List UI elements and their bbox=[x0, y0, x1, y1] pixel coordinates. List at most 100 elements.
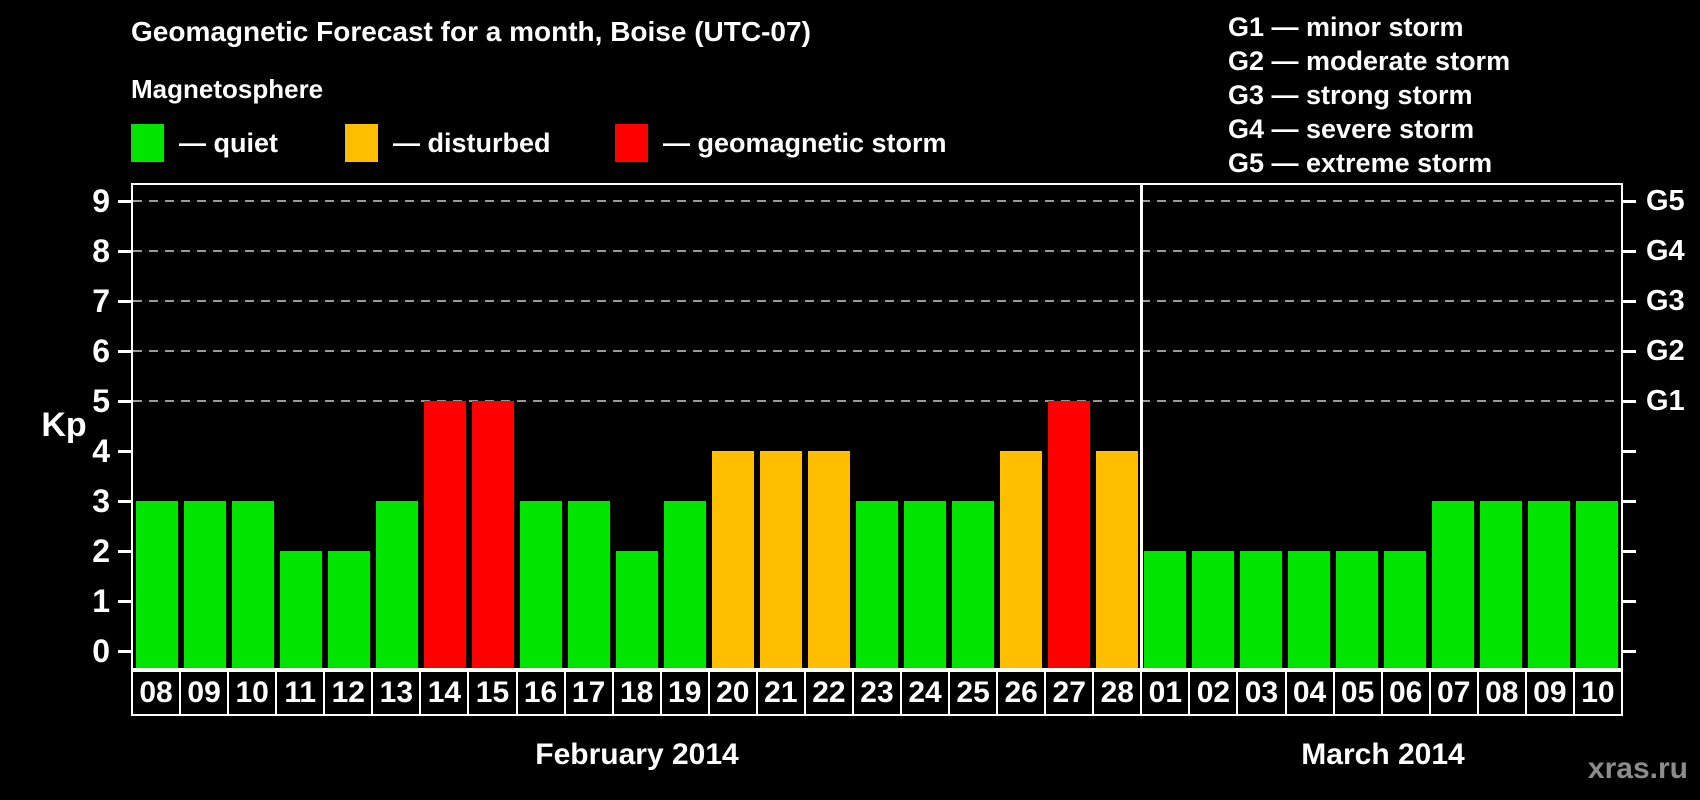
gridline bbox=[133, 200, 1621, 202]
y-axis-tick bbox=[118, 400, 131, 403]
legend-item-label: — quiet bbox=[179, 127, 278, 158]
y-axis-tick bbox=[118, 250, 131, 253]
x-axis-day-label: 09 bbox=[179, 670, 230, 716]
kp-bar bbox=[136, 501, 178, 668]
x-axis-day-label: 28 bbox=[1092, 670, 1143, 716]
x-axis-day-label: 18 bbox=[611, 670, 662, 716]
kp-bar bbox=[1480, 501, 1522, 668]
y-axis-title: Kp bbox=[41, 406, 87, 444]
right-axis-tick bbox=[1623, 600, 1636, 603]
kp-bar bbox=[904, 501, 946, 668]
x-axis-day-label: 01 bbox=[1140, 670, 1191, 716]
right-axis-tick bbox=[1623, 550, 1636, 553]
y-axis-tick-label: 4 bbox=[92, 433, 110, 469]
kp-bar bbox=[616, 551, 658, 668]
x-axis-day-label: 03 bbox=[1236, 670, 1287, 716]
kp-bar bbox=[1432, 501, 1474, 668]
x-axis-day-label: 10 bbox=[227, 670, 278, 716]
legend-heading: Magnetosphere bbox=[131, 74, 324, 104]
g-axis-label: G4 bbox=[1646, 235, 1685, 267]
y-axis-tick bbox=[118, 350, 131, 353]
y-axis-tick-label: 3 bbox=[92, 483, 110, 519]
month-divider bbox=[1139, 185, 1143, 668]
g-axis-label: G3 bbox=[1646, 285, 1685, 317]
y-axis-tick bbox=[118, 550, 131, 553]
x-axis-day-label: 10 bbox=[1572, 670, 1623, 716]
x-axis-day-label: 19 bbox=[659, 670, 710, 716]
y-axis-tick bbox=[118, 650, 131, 653]
gridline bbox=[133, 250, 1621, 252]
legend-item-quiet: — quiet bbox=[131, 124, 278, 162]
y-axis-tick-label: 9 bbox=[92, 183, 110, 219]
right-axis-tick bbox=[1623, 650, 1636, 653]
gridline bbox=[133, 400, 1621, 402]
x-axis-day-label: 27 bbox=[1044, 670, 1095, 716]
x-axis-day-label: 22 bbox=[803, 670, 854, 716]
kp-bar bbox=[1048, 401, 1090, 668]
kp-bar bbox=[760, 451, 802, 668]
x-axis-day-label: 05 bbox=[1332, 670, 1383, 716]
right-axis-tick bbox=[1623, 200, 1636, 203]
kp-bar bbox=[472, 401, 514, 668]
kp-bar bbox=[952, 501, 994, 668]
kp-bar bbox=[280, 551, 322, 668]
legend-item-label: — geomagnetic storm bbox=[663, 127, 947, 158]
kp-bar bbox=[1000, 451, 1042, 668]
y-axis-tick bbox=[118, 600, 131, 603]
g-axis-label: G2 bbox=[1646, 335, 1685, 367]
x-axis-day-label: 02 bbox=[1188, 670, 1239, 716]
kp-bar bbox=[1576, 501, 1618, 668]
kp-bar bbox=[1096, 451, 1138, 668]
g-axis-label: G5 bbox=[1646, 185, 1685, 217]
x-axis-day-label: 23 bbox=[851, 670, 902, 716]
x-axis-day-label: 17 bbox=[563, 670, 614, 716]
x-axis-day-label: 14 bbox=[419, 670, 470, 716]
y-axis-tick bbox=[118, 450, 131, 453]
kp-bar bbox=[184, 501, 226, 668]
x-axis-day-label: 08 bbox=[1476, 670, 1527, 716]
watermark: xras.ru bbox=[1587, 752, 1688, 785]
right-axis-tick bbox=[1623, 350, 1636, 353]
y-axis-tick bbox=[118, 300, 131, 303]
right-axis-tick bbox=[1623, 500, 1636, 503]
kp-bar bbox=[1192, 551, 1234, 668]
x-axis-date-row: 08 09 10 11 12 13 14 15 16 17 18 19 20 21 22 23 24 25 26 27… bbox=[131, 670, 1623, 716]
y-axis-tick-label: 6 bbox=[92, 333, 110, 369]
month-label-march: March 2014 bbox=[1301, 738, 1465, 771]
y-axis-tick-label: 0 bbox=[92, 633, 110, 669]
kp-bar bbox=[568, 501, 610, 668]
chart-title: Geomagnetic Forecast for a month, Boise … bbox=[131, 16, 811, 47]
kp-bar bbox=[424, 401, 466, 668]
g5-legend-line: G5 — extreme storm bbox=[1228, 148, 1493, 178]
kp-bar bbox=[664, 501, 706, 668]
g4-legend-line: G4 — severe storm bbox=[1228, 114, 1475, 144]
plot-inner bbox=[133, 185, 1621, 668]
y-axis-tick bbox=[118, 500, 131, 503]
x-axis-day-label: 11 bbox=[275, 670, 326, 716]
kp-bar bbox=[1288, 551, 1330, 668]
kp-bar bbox=[232, 501, 274, 668]
y-axis-tick-label: 5 bbox=[92, 383, 110, 419]
kp-bar bbox=[376, 501, 418, 668]
x-axis-day-label: 21 bbox=[755, 670, 806, 716]
plot-area bbox=[131, 183, 1623, 670]
storm-color-swatch bbox=[615, 124, 648, 162]
kp-bar bbox=[712, 451, 754, 668]
legend-item-label: — disturbed bbox=[393, 127, 551, 158]
x-axis-day-label: 06 bbox=[1380, 670, 1431, 716]
gridline bbox=[133, 350, 1621, 352]
kp-bar bbox=[1336, 551, 1378, 668]
right-axis-tick bbox=[1623, 450, 1636, 453]
right-axis-tick bbox=[1623, 300, 1636, 303]
y-axis-tick-label: 2 bbox=[92, 533, 110, 569]
x-axis-day-label: 25 bbox=[948, 670, 999, 716]
y-axis-tick-label: 1 bbox=[92, 583, 110, 619]
x-axis-day-label: 26 bbox=[996, 670, 1047, 716]
kp-bar bbox=[1240, 551, 1282, 668]
y-axis-tick bbox=[118, 200, 131, 203]
x-axis-day-label: 12 bbox=[323, 670, 374, 716]
g2-legend-line: G2 — moderate storm bbox=[1228, 46, 1511, 76]
g-axis-label: G1 bbox=[1646, 385, 1685, 417]
legend-item-disturbed: — disturbed bbox=[345, 124, 551, 162]
